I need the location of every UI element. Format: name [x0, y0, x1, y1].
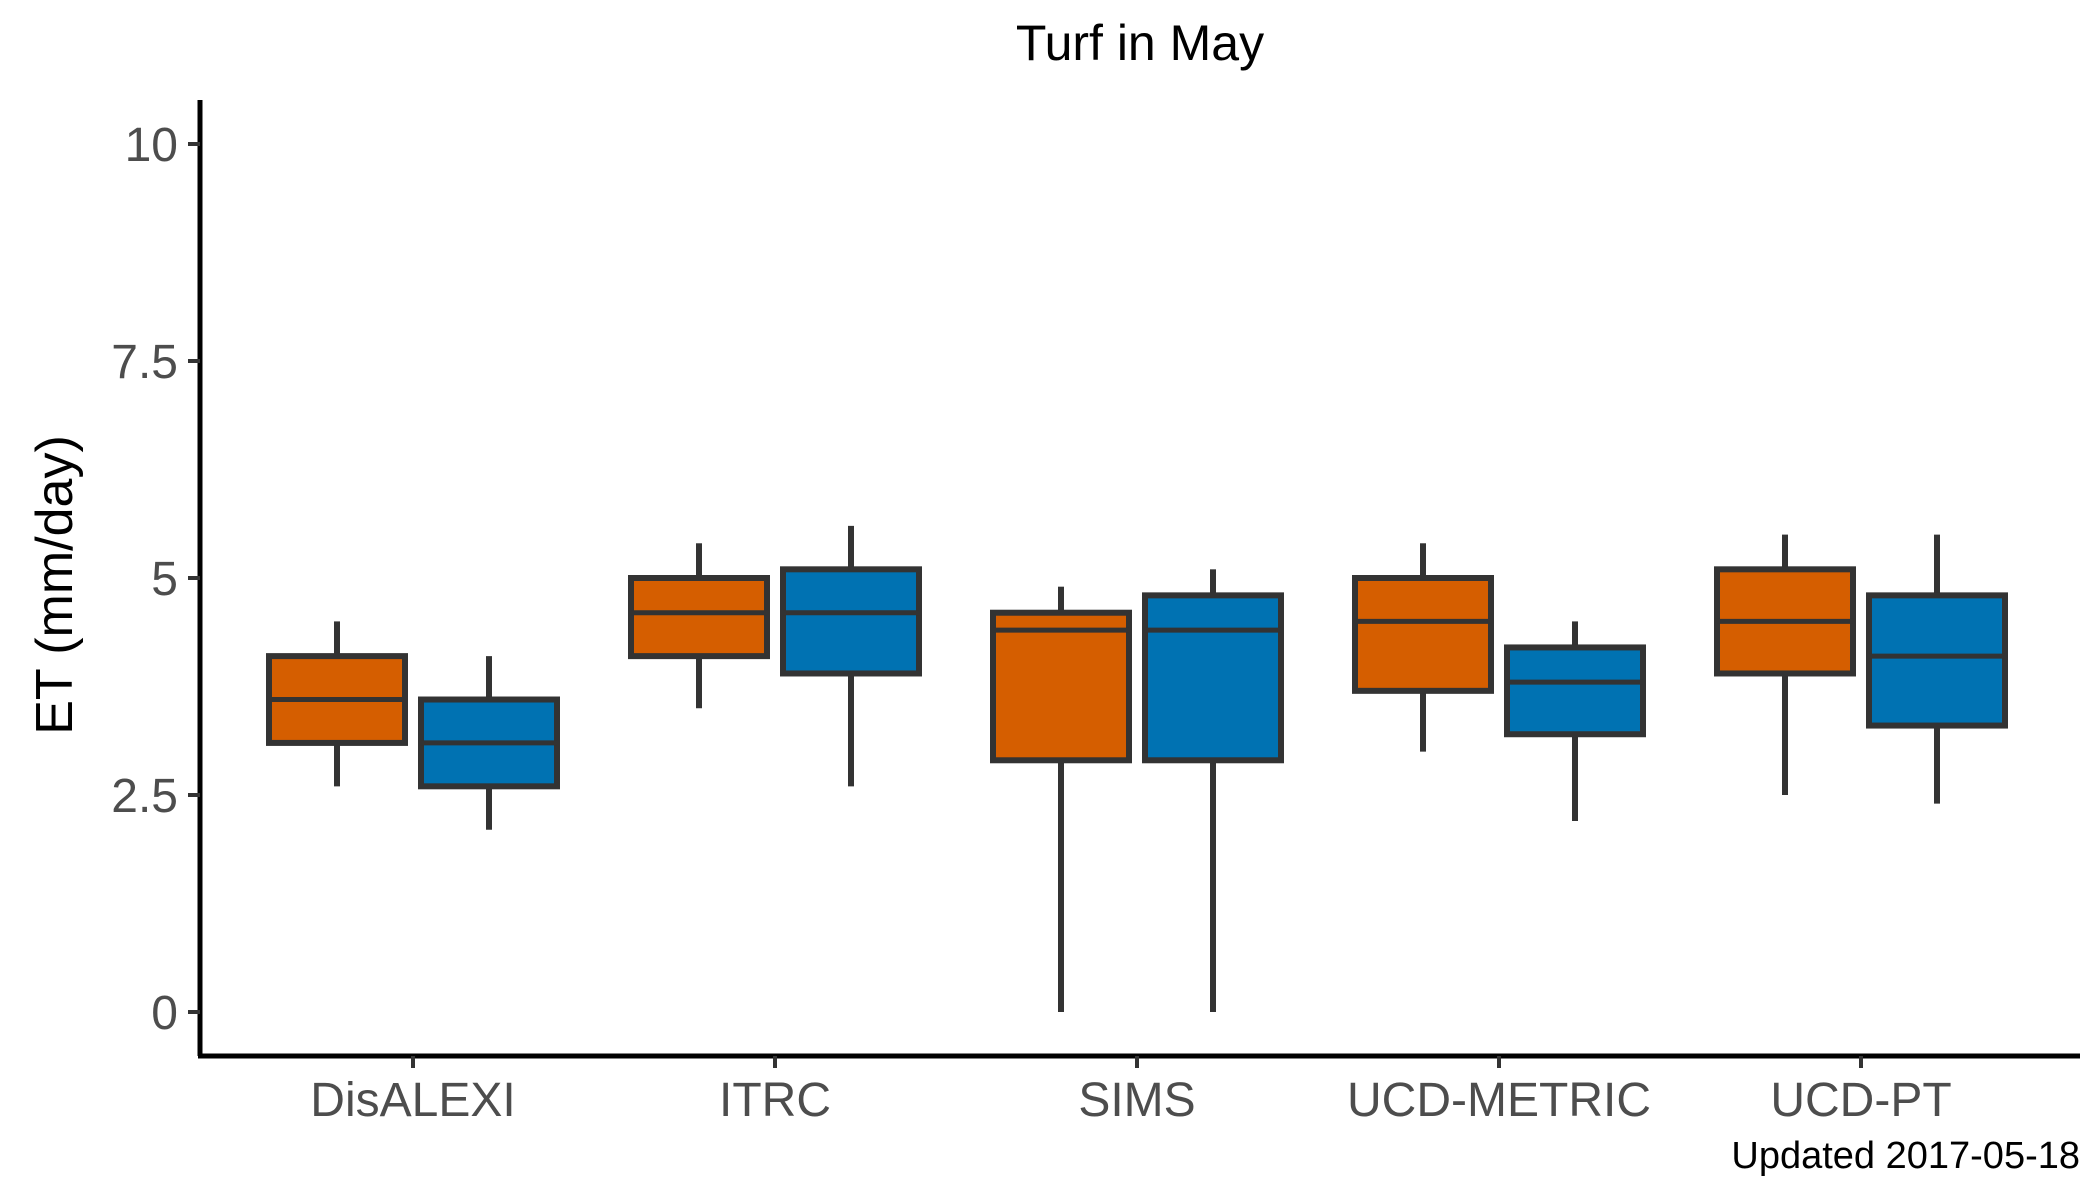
box-2-disalexi: [418, 656, 560, 830]
y-tick-label: 7.5: [111, 336, 178, 389]
iqr-box: [1352, 575, 1494, 694]
box-2-itrc: [780, 525, 922, 787]
chart-title: Turf in May: [1016, 15, 1264, 71]
x-tick-label: ITRC: [719, 1074, 831, 1127]
box-1-ucd-metric: [1352, 543, 1494, 752]
box-2-sims: [1142, 569, 1284, 1012]
x-tick-label: UCD-PT: [1770, 1074, 1951, 1127]
iqr-box: [990, 609, 1132, 764]
axes: 0 2.5 5 7.5 10 DisALEXI ITRC SIMS UCD-METRIC UCD-…: [111, 100, 2080, 1127]
updated-caption: Updated 2017-05-18: [1731, 1135, 2080, 1177]
box-2-ucd-metric: [1504, 621, 1646, 822]
iqr-box: [780, 566, 922, 677]
box-1-itrc: [628, 543, 770, 709]
x-tick-label: DisALEXI: [310, 1074, 515, 1127]
iqr-box: [1142, 592, 1284, 764]
y-tick-label: 0: [151, 987, 178, 1040]
iqr-box: [1866, 592, 2008, 729]
plot-area: [266, 525, 2008, 1012]
x-tick-label: UCD-METRIC: [1347, 1074, 1651, 1127]
iqr-box: [628, 575, 770, 660]
y-tick-label: 5: [151, 553, 178, 606]
iqr-box: [1504, 644, 1646, 738]
box-2-ucd-pt: [1866, 534, 2008, 804]
box-1-sims: [990, 586, 1132, 1012]
box-1-disalexi: [266, 621, 408, 787]
y-tick-label: 2.5: [111, 770, 178, 823]
y-axis-label: ET (mm/day): [26, 435, 84, 735]
x-tick-label: SIMS: [1078, 1074, 1195, 1127]
y-tick-label: 10: [125, 119, 178, 172]
box-1-ucd-pt: [1714, 534, 1856, 795]
